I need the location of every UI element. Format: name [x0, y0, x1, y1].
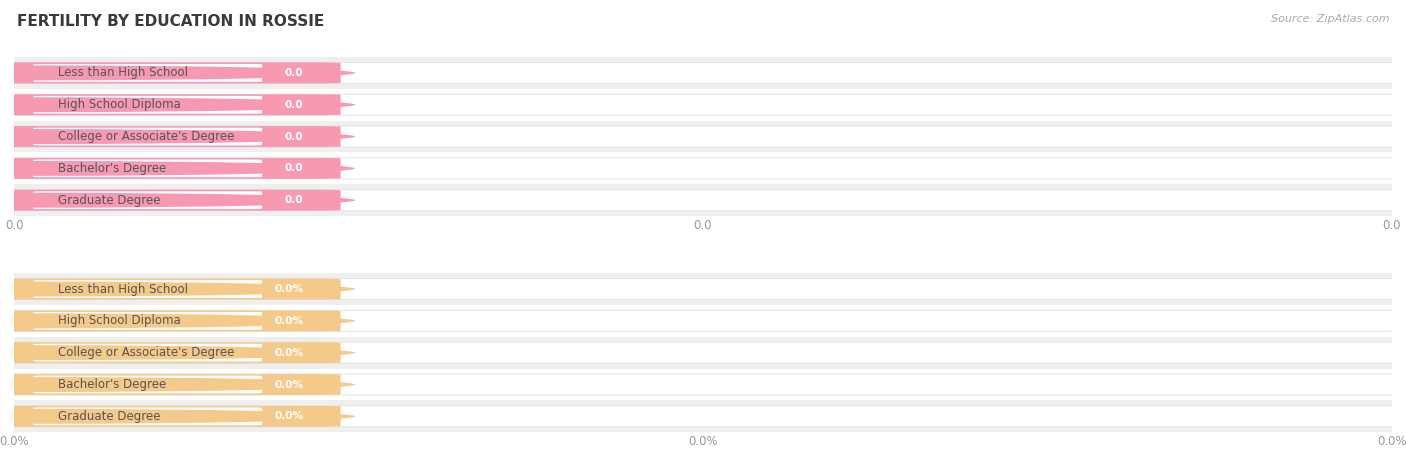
Text: 0.0%: 0.0%: [274, 284, 304, 294]
Text: 0.0%: 0.0%: [274, 316, 304, 326]
FancyBboxPatch shape: [14, 152, 1392, 184]
FancyBboxPatch shape: [0, 310, 340, 332]
FancyBboxPatch shape: [14, 273, 1392, 305]
FancyBboxPatch shape: [34, 344, 262, 361]
FancyBboxPatch shape: [34, 64, 262, 82]
Circle shape: [0, 161, 356, 176]
FancyBboxPatch shape: [14, 305, 1392, 337]
FancyBboxPatch shape: [0, 190, 340, 211]
Text: 0.0: 0.0: [285, 132, 304, 142]
Text: 0.0%: 0.0%: [274, 348, 304, 358]
Circle shape: [0, 345, 356, 360]
Text: High School Diploma: High School Diploma: [58, 98, 181, 111]
Text: Less than High School: Less than High School: [58, 283, 188, 295]
Text: High School Diploma: High School Diploma: [58, 314, 181, 327]
Circle shape: [0, 66, 356, 80]
FancyBboxPatch shape: [34, 280, 262, 298]
Circle shape: [0, 129, 356, 144]
Text: College or Associate's Degree: College or Associate's Degree: [58, 346, 235, 359]
Circle shape: [0, 97, 356, 112]
Text: 0.0: 0.0: [285, 195, 304, 205]
Circle shape: [0, 193, 356, 208]
FancyBboxPatch shape: [14, 337, 1392, 369]
FancyBboxPatch shape: [14, 369, 1392, 400]
Text: Source: ZipAtlas.com: Source: ZipAtlas.com: [1271, 14, 1389, 24]
FancyBboxPatch shape: [0, 94, 340, 115]
FancyBboxPatch shape: [0, 342, 1406, 363]
FancyBboxPatch shape: [0, 62, 1406, 84]
FancyBboxPatch shape: [0, 94, 1406, 115]
FancyBboxPatch shape: [14, 121, 1392, 152]
Circle shape: [0, 409, 356, 424]
Text: 0.0%: 0.0%: [274, 380, 304, 390]
Text: 0.0%: 0.0%: [274, 411, 304, 421]
FancyBboxPatch shape: [0, 406, 1406, 427]
Text: 0.0: 0.0: [285, 163, 304, 173]
FancyBboxPatch shape: [0, 158, 1406, 179]
FancyBboxPatch shape: [0, 62, 340, 84]
FancyBboxPatch shape: [0, 126, 340, 147]
FancyBboxPatch shape: [34, 408, 262, 425]
FancyBboxPatch shape: [0, 158, 340, 179]
FancyBboxPatch shape: [14, 89, 1392, 121]
FancyBboxPatch shape: [0, 278, 1406, 300]
Text: 0.0: 0.0: [285, 68, 304, 78]
FancyBboxPatch shape: [0, 310, 1406, 332]
Text: Graduate Degree: Graduate Degree: [58, 410, 160, 423]
Text: Graduate Degree: Graduate Degree: [58, 194, 160, 207]
Text: FERTILITY BY EDUCATION IN ROSSIE: FERTILITY BY EDUCATION IN ROSSIE: [17, 14, 325, 29]
Text: Less than High School: Less than High School: [58, 66, 188, 79]
Circle shape: [0, 314, 356, 328]
FancyBboxPatch shape: [0, 190, 1406, 211]
Text: College or Associate's Degree: College or Associate's Degree: [58, 130, 235, 143]
FancyBboxPatch shape: [34, 191, 262, 209]
FancyBboxPatch shape: [14, 57, 1392, 89]
Text: 0.0: 0.0: [285, 100, 304, 110]
FancyBboxPatch shape: [0, 126, 1406, 147]
FancyBboxPatch shape: [34, 312, 262, 330]
Circle shape: [0, 282, 356, 296]
FancyBboxPatch shape: [0, 342, 340, 363]
FancyBboxPatch shape: [34, 160, 262, 177]
Text: Bachelor's Degree: Bachelor's Degree: [58, 162, 166, 175]
FancyBboxPatch shape: [0, 406, 340, 427]
Text: Bachelor's Degree: Bachelor's Degree: [58, 378, 166, 391]
FancyBboxPatch shape: [34, 96, 262, 114]
FancyBboxPatch shape: [0, 374, 1406, 395]
FancyBboxPatch shape: [14, 400, 1392, 432]
FancyBboxPatch shape: [34, 376, 262, 393]
FancyBboxPatch shape: [0, 278, 340, 300]
FancyBboxPatch shape: [34, 128, 262, 145]
FancyBboxPatch shape: [14, 184, 1392, 216]
Circle shape: [0, 377, 356, 392]
FancyBboxPatch shape: [0, 374, 340, 395]
